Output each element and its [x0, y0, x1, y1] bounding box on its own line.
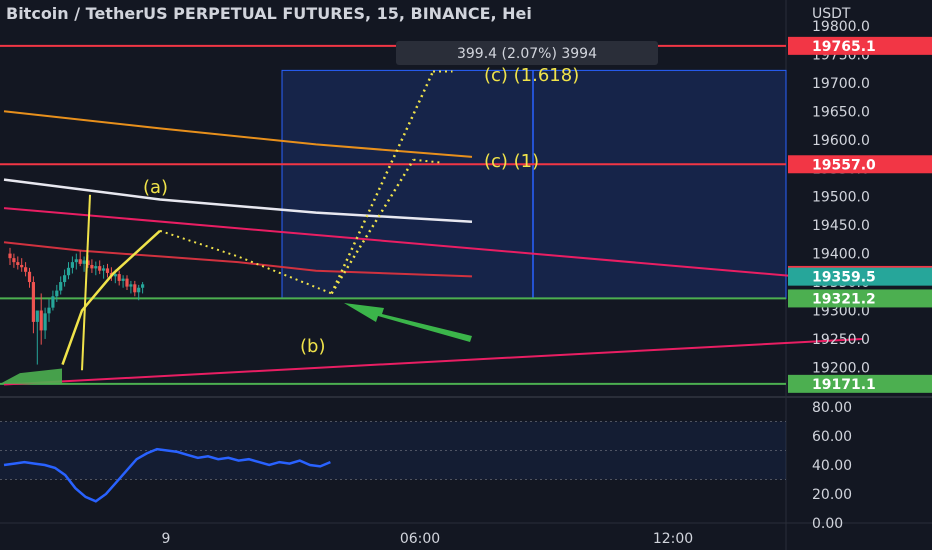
candle-body-29	[121, 278, 125, 281]
candle-body-5	[27, 271, 32, 283]
price-tag-5: 19171.1	[812, 377, 876, 393]
price-tag-4: 19321.2	[812, 291, 876, 307]
candle-body-20	[86, 260, 90, 265]
candle-body-14	[63, 275, 67, 283]
candle-body-9	[43, 313, 47, 331]
chart-title: Bitcoin / TetherUS PERPETUAL FUTURES, 15…	[6, 4, 532, 23]
candle-body-7	[35, 310, 39, 322]
candle-body-28	[117, 274, 121, 281]
candle-body-25	[105, 268, 110, 273]
projection-tail-1	[413, 158, 441, 164]
wave-a-line	[61, 229, 161, 365]
ma-white-line	[3, 178, 473, 223]
price-axis-tick-12: 19200.0	[812, 360, 870, 376]
oscillator-tick-0: 80.00	[812, 400, 852, 416]
candle-body-4	[24, 267, 28, 272]
candle-body-1	[12, 258, 16, 263]
candle-body-21	[90, 264, 94, 269]
candle-body-32	[133, 284, 137, 293]
green-arrow	[344, 303, 472, 342]
price-axis-tick-8: 19400.0	[812, 247, 870, 263]
candle-body-12	[55, 290, 59, 297]
candle-body-18	[78, 259, 82, 264]
candle-body-19	[82, 260, 86, 264]
candle-body-27	[113, 274, 117, 277]
projection-box	[281, 69, 787, 299]
candle-body-6	[31, 282, 35, 322]
candle-body-2	[16, 262, 20, 265]
wave-c1618-label: (c) (1.618)	[484, 65, 579, 86]
price-axis-tick-2: 19700.0	[812, 76, 870, 92]
candle-body-13	[59, 282, 63, 291]
ma-orange-line	[3, 110, 473, 158]
projection-line-0	[330, 71, 435, 294]
wave-c1-label: (c) (1)	[484, 151, 539, 172]
measure-label: 399.4 (2.07%) 3994	[457, 46, 597, 62]
wave-a-label: (a)	[143, 177, 168, 198]
trendline-upper	[3, 207, 863, 284]
price-tag-1: 19557.0	[812, 157, 876, 173]
candle-body-17	[74, 259, 78, 263]
price-axis-tick-10: 19300.0	[812, 304, 870, 320]
candle-body-24	[102, 268, 106, 271]
price-axis-tick-4: 19600.0	[812, 133, 870, 149]
candle-body-15	[66, 267, 71, 276]
candle-body-16	[70, 262, 74, 268]
wave-b-label: (b)	[300, 336, 325, 357]
trendline-lower	[3, 337, 863, 386]
time-axis-tick-2: 12:00	[653, 531, 693, 547]
price-tag-bg-0	[788, 36, 932, 55]
measure-label-bg	[396, 41, 658, 65]
price-axis-tick-0: 19800.0	[812, 19, 870, 35]
candle-body-31	[129, 284, 133, 287]
time-axis-tick-0: 9	[162, 531, 171, 547]
candle-body-10	[47, 307, 51, 314]
price-tag-bg-5	[788, 374, 932, 393]
candle-body-0	[8, 253, 12, 259]
projection-line-1	[330, 159, 415, 295]
time-axis-tick-1: 06:00	[400, 531, 440, 547]
candle-body-3	[20, 264, 24, 268]
oscillator-line	[3, 447, 331, 503]
oscillator-tick-4: 0.00	[812, 516, 843, 532]
price-tag-bg-4	[788, 289, 932, 308]
candle-body-22	[94, 266, 98, 269]
price-tag-bg-1	[788, 155, 932, 174]
candle-body-33	[137, 287, 141, 293]
price-axis-tick-6: 19500.0	[812, 190, 870, 206]
price-axis-tick-3: 19650.0	[812, 104, 870, 120]
oscillator-tick-1: 60.00	[812, 429, 852, 445]
price-tag-3: 19359.5	[812, 270, 876, 286]
oscillator-tick-2: 40.00	[812, 458, 852, 474]
price-tag-0: 19765.1	[812, 39, 876, 55]
wave-pre-line	[81, 194, 91, 371]
support-marker	[0, 368, 62, 384]
candle-body-8	[39, 310, 43, 331]
price-axis-currency: USDT	[812, 6, 851, 22]
candle-body-30	[125, 278, 129, 287]
price-axis-tick-11: 19250.0	[812, 332, 870, 348]
price-axis-tick-7: 19450.0	[812, 218, 870, 234]
price-tag-bg-3	[788, 267, 932, 286]
oscillator-band	[0, 421, 786, 480]
candle-body-11	[51, 296, 55, 308]
candle-body-23	[98, 266, 102, 271]
candle-body-34	[141, 284, 145, 288]
oscillator-tick-3: 20.00	[812, 487, 852, 503]
